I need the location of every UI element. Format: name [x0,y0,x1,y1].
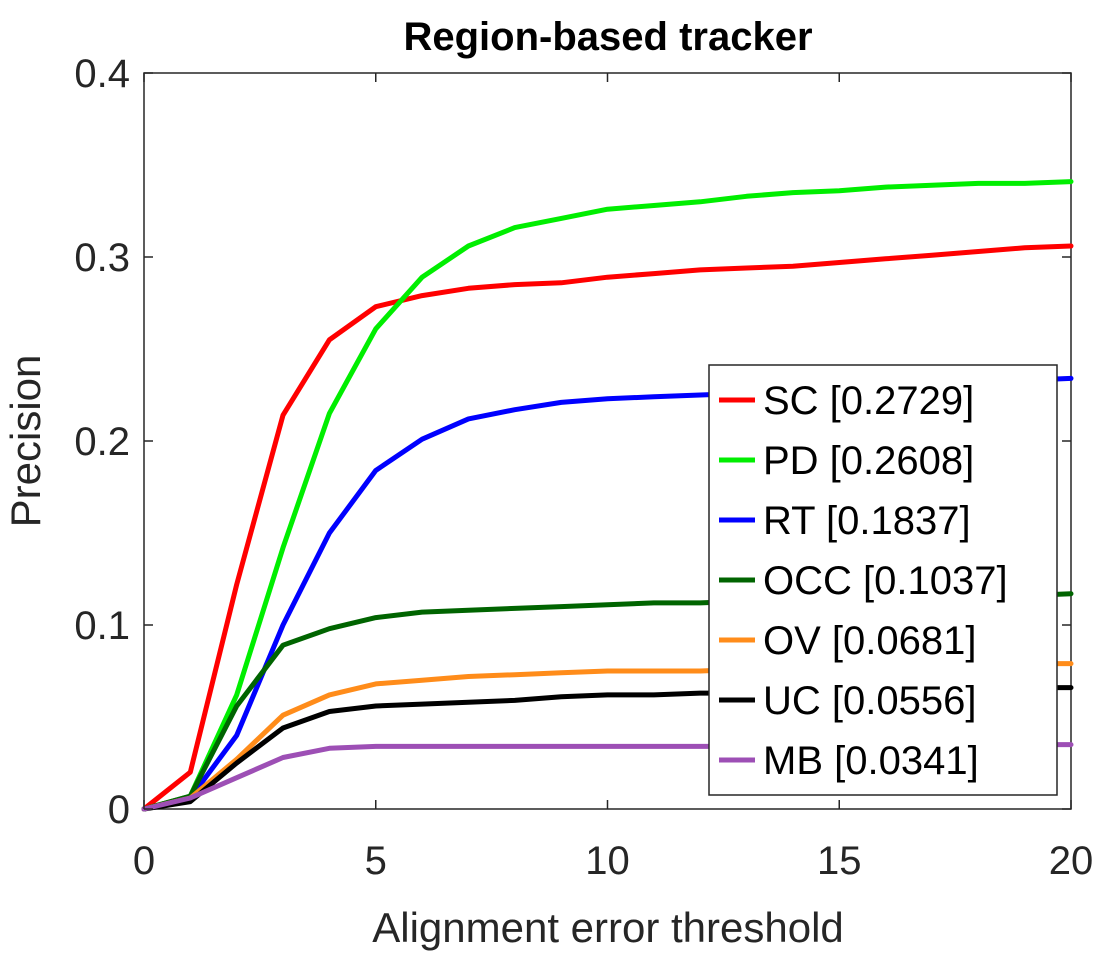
legend: SC [0.2729] PD [0.2608] RT [0.1837] OCC [0.… [708,364,1058,796]
legend-label: SC [0.2729] [763,379,974,423]
legend-label: OCC [0.1037] [763,559,1008,603]
y-tick-labels: 0 0.1 0.2 0.3 0.4 [74,52,130,832]
legend-label: UC [0.0556] [763,679,976,723]
y-axis-label: Precision [2,355,49,528]
chart-title: Region-based tracker [403,15,812,59]
x-tick-label: 5 [365,839,387,883]
tick-marks [143,72,1072,810]
x-tick-label: 10 [585,839,630,883]
legend-box [708,364,1058,796]
y-tick-label: 0.3 [74,236,130,280]
legend-label: PD [0.2608] [763,439,974,483]
y-tick-label: 0 [108,788,130,832]
x-tick-label: 15 [817,839,862,883]
x-tick-label: 20 [1049,839,1094,883]
y-tick-label: 0.1 [74,604,130,648]
x-tick-label: 0 [133,839,155,883]
x-axis-label: Alignment error threshold [372,904,844,951]
legend-label: OV [0.0681] [763,619,976,663]
legend-items: SC [0.2729] PD [0.2608] RT [0.1837] OCC [0.… [719,379,1008,783]
series-line-0 [141,243,1074,812]
x-tick-labels: 0 5 10 15 20 [133,839,1093,883]
legend-label: RT [0.1837] [763,499,971,543]
y-tick-label: 0.2 [74,420,130,464]
y-tick-label: 0.4 [74,52,130,96]
legend-label: MB [0.0341] [763,739,979,783]
series-line-1 [141,179,1074,812]
